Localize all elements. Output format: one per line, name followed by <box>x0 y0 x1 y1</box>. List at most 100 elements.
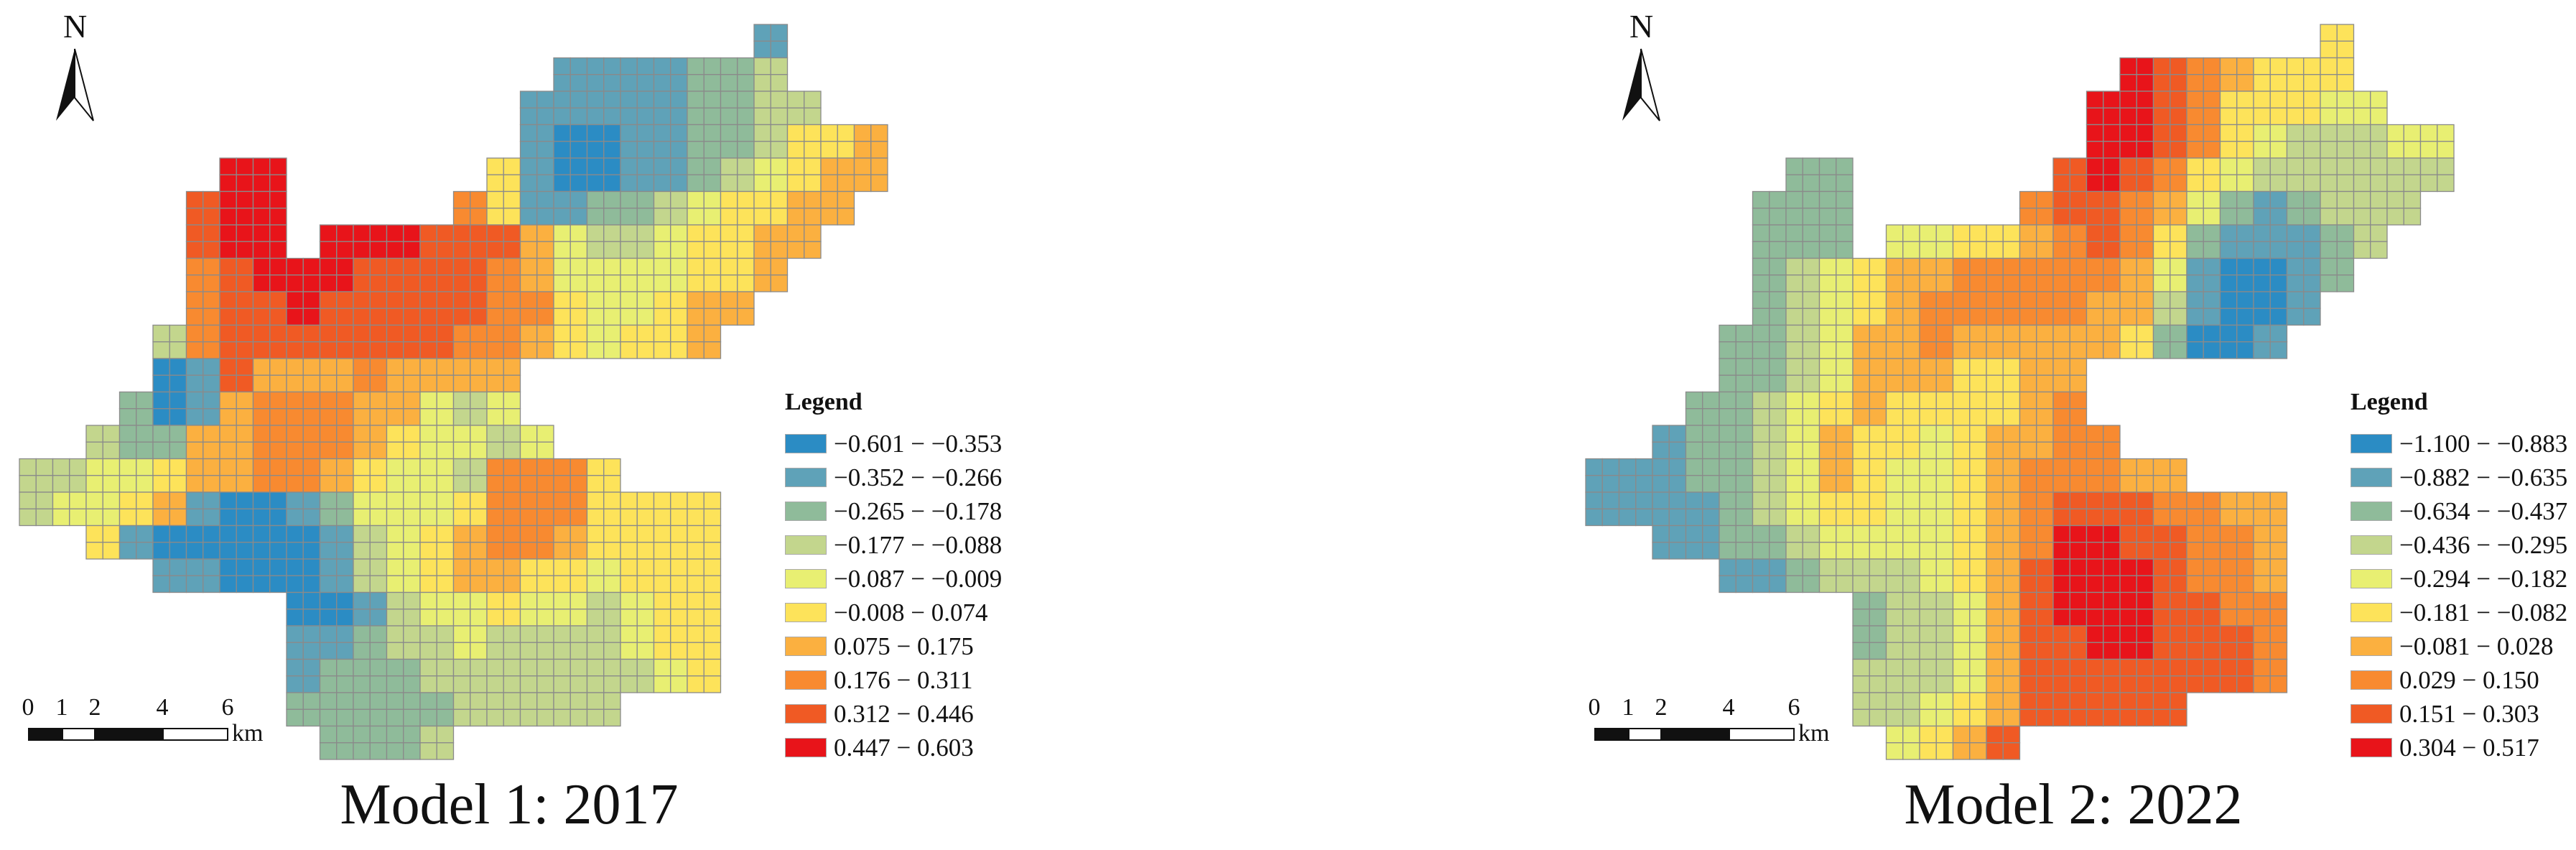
map-cell <box>603 542 621 560</box>
map-cell <box>286 341 304 359</box>
map-cell <box>1685 391 1703 410</box>
map-cell <box>286 475 304 493</box>
map-cell <box>403 358 421 376</box>
map-cell <box>553 174 571 193</box>
map-cell <box>2052 675 2070 693</box>
map-cell <box>2069 525 2088 543</box>
map-cell <box>737 224 755 242</box>
map-cell <box>519 274 538 292</box>
map-cell <box>2069 591 2088 610</box>
map-cell <box>336 692 354 710</box>
map-cell <box>486 425 504 443</box>
map-cell <box>419 558 437 576</box>
map-cell <box>203 475 220 493</box>
map-cell <box>586 591 605 610</box>
map-cell <box>753 257 771 276</box>
map-cell <box>620 591 638 610</box>
map-cell <box>536 508 554 527</box>
map-cell <box>2152 575 2171 593</box>
map-cell <box>1869 425 1887 443</box>
map-cell <box>653 308 671 326</box>
map-cell <box>670 591 688 610</box>
legend-swatch <box>785 535 827 555</box>
scale-segment <box>1729 728 1795 741</box>
map-cell <box>2103 241 2121 259</box>
legend-swatch <box>2351 468 2392 487</box>
map-cell <box>2186 124 2204 142</box>
map-cell <box>386 374 404 393</box>
map-cell <box>653 208 671 226</box>
legend-item: −0.087 − −0.009 <box>785 562 1002 596</box>
map-cell <box>1735 408 1754 426</box>
map-cell <box>2002 491 2021 509</box>
map-cell <box>353 591 371 610</box>
map-cell <box>804 141 822 159</box>
map-cell <box>2119 241 2137 259</box>
map-cell <box>2269 675 2288 693</box>
map-cell <box>503 308 521 326</box>
map-cell <box>1652 441 1670 460</box>
map-cell <box>169 575 187 593</box>
map-cell <box>219 558 237 576</box>
map-cell <box>470 358 488 376</box>
map-cell <box>2353 124 2371 142</box>
map-cell <box>2186 591 2204 610</box>
map-cell <box>2019 224 2037 242</box>
map-cell <box>152 425 170 443</box>
map-cell <box>1601 475 1620 493</box>
map-cell <box>2069 675 2088 693</box>
map-cell <box>2152 91 2171 108</box>
map-cell <box>2370 190 2388 209</box>
map-cell <box>252 341 271 359</box>
map-cell <box>603 224 621 242</box>
map-cell <box>2336 174 2355 193</box>
map-cell <box>386 458 404 476</box>
map-cell <box>519 174 538 193</box>
map-cell <box>653 341 671 359</box>
map-cell <box>2086 708 2104 727</box>
map-cell <box>2002 675 2021 693</box>
map-cell <box>2236 558 2254 576</box>
map-cell <box>2036 208 2054 226</box>
map-cell <box>1852 257 1870 276</box>
map-cell <box>536 642 554 660</box>
map-cell <box>2019 441 2037 460</box>
map-cell <box>1952 675 1971 693</box>
map-cell <box>1935 675 1954 693</box>
map-cell <box>236 291 254 309</box>
map-cell <box>837 208 855 226</box>
map-cell <box>804 124 822 142</box>
legend-swatch <box>2351 603 2392 622</box>
map-cell <box>2152 274 2171 292</box>
map-cell <box>2403 157 2422 175</box>
map-cell <box>1902 591 1920 610</box>
map-cell <box>804 208 822 226</box>
map-cell <box>536 542 554 560</box>
map-cell <box>2219 642 2238 660</box>
map-cell <box>403 224 421 242</box>
map-cell <box>436 742 455 760</box>
map-cell <box>1869 458 1887 476</box>
map-cell <box>2203 675 2221 693</box>
map-cell <box>269 224 287 242</box>
map-cell <box>703 274 722 292</box>
map-cell <box>219 475 237 493</box>
map-cell <box>436 642 455 660</box>
map-cell <box>1752 341 1770 359</box>
map-cell <box>2136 57 2154 75</box>
map-cell <box>219 308 237 326</box>
map-cell <box>519 241 538 259</box>
map-cell <box>503 558 521 576</box>
map-cell <box>2236 525 2254 543</box>
map-cell <box>2002 374 2021 393</box>
map-cell <box>2119 291 2137 309</box>
map-cell <box>2286 274 2305 292</box>
map-cell <box>2186 291 2204 309</box>
map-cell <box>2203 107 2221 126</box>
map-cell <box>1869 508 1887 527</box>
map-cell <box>102 542 121 560</box>
map-cell <box>2219 124 2238 142</box>
map-cell <box>470 642 488 660</box>
map-cell <box>503 425 521 443</box>
map-cell <box>436 558 455 576</box>
